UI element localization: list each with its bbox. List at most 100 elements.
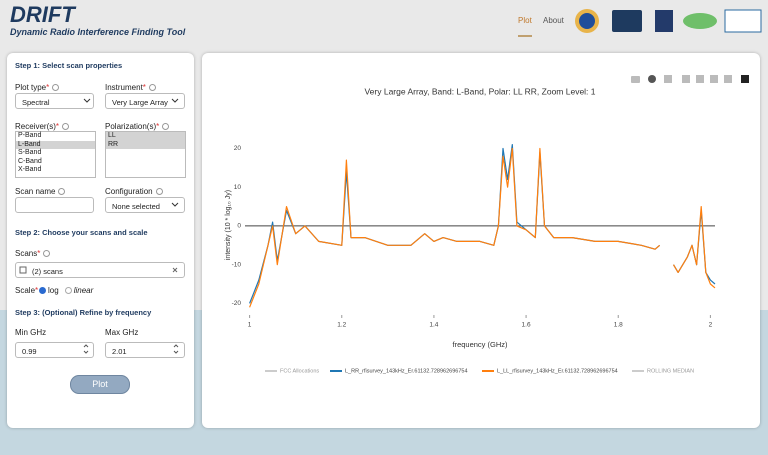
instrument-select[interactable]: Very Large Array xyxy=(105,93,185,109)
mode-button[interactable] xyxy=(682,75,690,83)
configuration-select[interactable]: None selected xyxy=(105,197,185,213)
legend-label: L_RR_rfisurvey_143kHz_Er.61132.728962696… xyxy=(345,368,468,374)
y-tick-label: -20 xyxy=(232,300,242,307)
required: * xyxy=(35,286,39,295)
scans-picker[interactable]: (2) scans xyxy=(15,262,185,278)
scans-label: Scans* xyxy=(15,249,51,258)
input-value: 0.99 xyxy=(22,347,37,356)
y-tick-label: 20 xyxy=(234,145,242,152)
required: * xyxy=(156,122,160,131)
calendar-icon xyxy=(19,266,27,274)
label-text: Scale xyxy=(15,286,36,295)
label-text: Scan name xyxy=(15,187,56,196)
help-icon[interactable] xyxy=(58,188,66,196)
mode-button[interactable] xyxy=(664,75,672,83)
x-axis-title: frequency (GHz) xyxy=(452,340,508,349)
help-icon[interactable] xyxy=(162,123,170,131)
help-icon[interactable] xyxy=(43,250,51,258)
help-icon[interactable] xyxy=(155,188,163,196)
x-tick-label: 2 xyxy=(709,322,713,329)
plot-button[interactable]: Plot xyxy=(70,375,130,394)
logos xyxy=(575,9,762,33)
y-axis-title: intensity (10 * log₁₀ Jy) xyxy=(225,190,232,260)
scale-options: log linear xyxy=(39,286,93,295)
select-value: Very Large Array xyxy=(112,98,168,107)
label-text: Plot type xyxy=(15,83,47,92)
radio-label: linear xyxy=(73,286,94,295)
label-text: Polarization(s) xyxy=(105,122,157,131)
mode-button[interactable] xyxy=(648,75,656,83)
form-icons xyxy=(19,98,179,354)
instrument-label: Instrument* xyxy=(105,83,156,92)
min-input[interactable]: 0.99 xyxy=(15,342,94,358)
x-tick-label: 1 xyxy=(248,322,252,329)
series-line xyxy=(249,147,716,308)
chevron xyxy=(83,98,91,103)
nav-plot[interactable]: Plot xyxy=(518,16,532,37)
list-option[interactable]: S-Band xyxy=(18,149,42,156)
mode-button[interactable] xyxy=(724,75,732,83)
list-option[interactable]: LL xyxy=(106,132,185,141)
clear-icon[interactable] xyxy=(172,267,178,273)
chevron xyxy=(171,202,179,207)
legend-label: FCC Allocations xyxy=(280,368,319,374)
nav-about[interactable]: About xyxy=(543,16,564,25)
max-label: Max GHz xyxy=(105,328,139,337)
modebar xyxy=(631,75,749,83)
logo-nrao xyxy=(655,10,673,32)
list-option[interactable]: RR xyxy=(106,140,185,149)
radio[interactable] xyxy=(64,287,72,295)
scan-name-label: Scan name xyxy=(15,187,66,196)
polarizations-list[interactable]: LL RR xyxy=(105,131,186,178)
receivers-label: Receiver(s)* xyxy=(15,122,70,131)
picker-value: (2) scans xyxy=(32,267,63,276)
plot-type-label: Plot type* xyxy=(15,83,60,92)
series-line xyxy=(249,144,716,304)
legend-label: ROLLING MEDIAN xyxy=(647,368,694,374)
help-icon[interactable] xyxy=(62,123,70,131)
list-option[interactable]: P-Band xyxy=(18,132,42,139)
mode-button[interactable] xyxy=(631,76,640,83)
y-tick-label: -10 xyxy=(232,261,242,268)
list-option[interactable]: C-Band xyxy=(18,157,42,165)
x-tick-label: 1.2 xyxy=(337,322,346,329)
configuration-label: Configuration xyxy=(105,187,163,196)
input-value: 2.01 xyxy=(112,347,127,356)
chart-panel xyxy=(202,53,760,428)
receivers-list[interactable]: P-Band L-Band S-Band C-Band X-Band xyxy=(15,131,96,178)
max-input[interactable]: 2.01 xyxy=(105,342,185,358)
plot-type-select[interactable]: Spectral xyxy=(15,93,94,109)
radio[interactable] xyxy=(39,287,46,295)
chart: Very Large Array, Band: L-Band, Polar: L… xyxy=(225,75,749,374)
mode-button[interactable] xyxy=(710,75,718,83)
select-value: Spectral xyxy=(22,98,50,107)
logo-gb xyxy=(683,13,717,29)
label-text: Scans xyxy=(15,249,38,258)
x-tick-label: 1.8 xyxy=(614,322,623,329)
mode-button[interactable] xyxy=(696,75,704,83)
help-icon[interactable] xyxy=(148,84,156,92)
list-option[interactable]: X-Band xyxy=(18,166,42,173)
label-text: Receiver(s) xyxy=(15,122,56,131)
form-panel xyxy=(7,53,194,428)
required: * xyxy=(55,122,60,131)
required: * xyxy=(46,83,50,92)
spinner[interactable] xyxy=(173,344,179,354)
mode-button[interactable] xyxy=(741,75,749,83)
chart-title: Very Large Array, Band: L-Band, Polar: L… xyxy=(364,86,595,96)
step-1: Step 1: Select scan properties xyxy=(15,61,123,70)
scan-name-input[interactable] xyxy=(15,197,94,213)
logo-aui xyxy=(612,10,642,32)
x-tick-label: 1.4 xyxy=(429,322,438,329)
step-3: Step 3: (Optional) Refine by frequency xyxy=(15,308,152,317)
required: * xyxy=(142,83,146,92)
help-icon[interactable] xyxy=(52,84,60,92)
legend-label: L_LL_rfisurvey_143kHz_Er.61132.728962696… xyxy=(497,368,618,374)
label-text: Configuration xyxy=(105,187,153,196)
min-label: Min GHz xyxy=(15,328,47,337)
logo-nsf-inner xyxy=(579,13,595,29)
list-option[interactable]: L-Band xyxy=(16,140,95,149)
y-tick-label: 10 xyxy=(234,184,242,191)
spinner[interactable] xyxy=(83,344,89,354)
